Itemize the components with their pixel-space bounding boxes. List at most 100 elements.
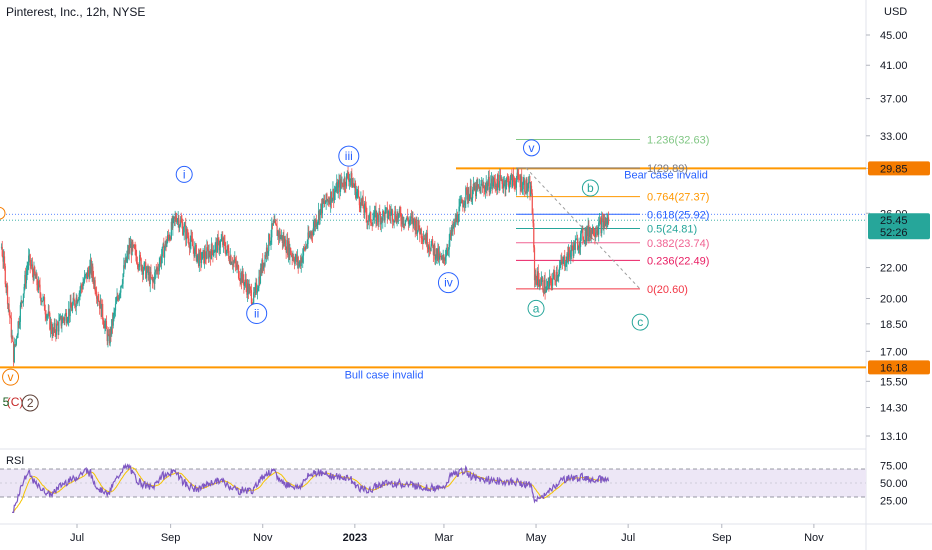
candle-body-48 xyxy=(37,285,39,290)
candle-body-486 xyxy=(367,221,370,222)
candle-body-597 xyxy=(451,226,453,232)
candle-body-554 xyxy=(419,229,421,235)
candle-body-541 xyxy=(409,220,411,222)
time-axis[interactable]: Jul Sep Nov 2023 Mar May Jul Sep Nov xyxy=(70,524,824,544)
candle-body-120 xyxy=(91,266,93,275)
candle-body-546 xyxy=(413,218,415,226)
candle-body-769 xyxy=(581,228,583,230)
candle-body-320 xyxy=(242,271,244,280)
candle-body-4 xyxy=(3,256,6,267)
candle-body-331 xyxy=(250,290,253,304)
candle-body-426 xyxy=(322,199,324,203)
candle-body-278 xyxy=(210,243,212,260)
candle-body-518 xyxy=(391,210,394,222)
candle-body-217 xyxy=(164,241,166,248)
candle-body-67 xyxy=(51,331,53,336)
candle-body-270 xyxy=(204,251,206,258)
candle-body-534 xyxy=(404,223,406,225)
candle-body-413 xyxy=(312,227,314,236)
candle-body-44 xyxy=(34,266,36,275)
candle-body-123 xyxy=(93,280,95,285)
candle-body-179 xyxy=(136,255,138,264)
candle-body-456 xyxy=(345,185,347,187)
price-tick-3: 33.00 xyxy=(880,131,908,143)
level-note-1: Bull case invalid xyxy=(345,369,424,381)
candle-body-105 xyxy=(80,285,82,291)
candle-body-596 xyxy=(450,226,453,236)
candle-body-715 xyxy=(540,279,542,285)
candle-body-130 xyxy=(99,301,101,309)
candle-body-118 xyxy=(89,260,92,266)
candle-body-236 xyxy=(179,225,181,229)
candle-body-166 xyxy=(126,255,128,262)
candle-body-101 xyxy=(77,300,79,304)
candle-body-535 xyxy=(404,220,407,225)
price-tick-0: 45.00 xyxy=(880,30,908,42)
candle-body-592 xyxy=(447,249,450,251)
candle-body-237 xyxy=(179,220,182,226)
price-tag-sub-1: 52:26 xyxy=(880,227,908,239)
candle-body-229 xyxy=(173,216,175,219)
candle-body-155 xyxy=(117,297,120,300)
candle-body-476 xyxy=(360,198,362,208)
candle-body-340 xyxy=(257,287,259,291)
candle-body-562 xyxy=(425,238,427,244)
candle-body-53 xyxy=(40,300,43,302)
chart-title: Pinterest, Inc., 12h, NYSE xyxy=(6,5,146,19)
rsi-pane[interactable]: RSI xyxy=(0,455,866,514)
candle-body-345 xyxy=(261,260,263,274)
price-axis[interactable]: USD45.0041.0037.0033.0029.8526.0022.0020… xyxy=(866,6,908,508)
candle-body-647 xyxy=(489,191,491,193)
candle-body-452 xyxy=(342,182,344,187)
candle-body-583 xyxy=(441,257,443,260)
candle-body-152 xyxy=(115,301,117,304)
candle-body-348 xyxy=(263,262,265,266)
candle-body-524 xyxy=(396,213,398,224)
candle-body-652 xyxy=(493,178,495,183)
candle-body-587 xyxy=(444,257,446,261)
candle-body-92 xyxy=(70,301,72,308)
level-note-0: Bear case invalid xyxy=(624,169,708,181)
candle-body-36 xyxy=(28,255,30,266)
candle-body-73 xyxy=(56,323,58,335)
candle-body-722 xyxy=(546,286,548,292)
candle-body-256 xyxy=(194,246,196,257)
candle-body-564 xyxy=(426,232,428,248)
candle-body-663 xyxy=(501,178,503,184)
candle-body-225 xyxy=(170,221,172,240)
candle-body-85 xyxy=(65,312,67,316)
candle-body-344 xyxy=(260,268,262,274)
candle-body-158 xyxy=(120,286,122,293)
candle-body-439 xyxy=(332,189,334,199)
candle-body-433 xyxy=(327,199,330,203)
candle-body-365 xyxy=(276,225,278,236)
candle-body-417 xyxy=(315,219,317,227)
candle-body-46 xyxy=(35,273,37,279)
wave-circle-4 xyxy=(523,139,541,157)
candle-body-247 xyxy=(187,236,189,239)
candle-body-279 xyxy=(211,243,213,251)
candle-body-725 xyxy=(548,281,550,287)
fib-retracement[interactable]: 1.236(32.63) 1(29.89) 0.764(27.37) 0.618(25… xyxy=(516,134,709,296)
price-tag-text-2: 16.18 xyxy=(880,362,908,374)
candle-body-16 xyxy=(12,341,15,363)
candle-body-384 xyxy=(290,254,293,256)
candle-body-731 xyxy=(552,271,555,279)
candle-body-235 xyxy=(178,218,180,229)
candle-body-737 xyxy=(557,275,559,278)
candle-body-516 xyxy=(390,211,392,216)
candle-body-163 xyxy=(123,265,126,268)
candle-body-654 xyxy=(494,181,496,187)
candle-body-369 xyxy=(279,231,281,239)
candle-body-218 xyxy=(165,241,167,247)
candle-body-550 xyxy=(416,220,418,234)
candle-body-292 xyxy=(221,237,223,240)
candle-body-86 xyxy=(65,312,68,323)
candle-body-203 xyxy=(154,272,156,284)
candle-body-408 xyxy=(308,234,311,237)
price-tag-text-0: 29.85 xyxy=(880,163,908,175)
candle-body-801 xyxy=(605,218,607,225)
candle-body-145 xyxy=(110,329,112,335)
